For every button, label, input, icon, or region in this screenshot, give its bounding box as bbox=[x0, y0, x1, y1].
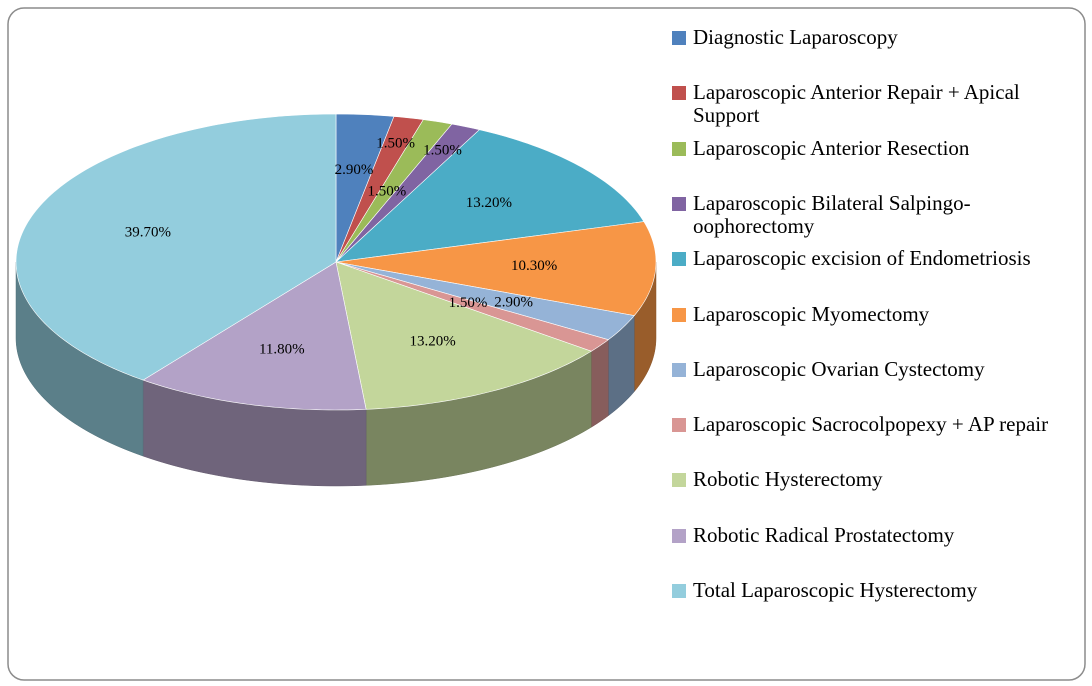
legend-item: Robotic Radical Prostatectomy bbox=[672, 522, 1078, 547]
legend-item: Total Laparoscopic Hysterectomy bbox=[672, 579, 1078, 602]
slice bbox=[335, 221, 657, 316]
data-label: 1.50% bbox=[367, 183, 406, 199]
legend-item: Laparoscopic Anterior Repair + Apical Su… bbox=[672, 81, 1078, 127]
slice bbox=[15, 113, 337, 381]
legend-item: Robotic Hysterectomy bbox=[672, 468, 1078, 491]
data-label: 1.50% bbox=[449, 295, 488, 311]
slice bbox=[335, 123, 481, 263]
data-label: 2.90% bbox=[335, 162, 374, 178]
legend-item: Diagnostic Laparoscopy bbox=[672, 26, 1078, 49]
legend-label: Laparoscopic Myomectomy bbox=[693, 301, 930, 326]
legend-swatch bbox=[672, 528, 686, 543]
legend-swatch bbox=[672, 252, 686, 267]
data-label: 1.50% bbox=[376, 135, 415, 151]
legend-item: Laparoscopic Anterior Resection bbox=[672, 135, 1078, 160]
data-label: 2.90% bbox=[494, 294, 533, 310]
legend-swatch bbox=[672, 196, 686, 211]
legend-label: Laparoscopic Bilateral Salpingo-oophorec… bbox=[693, 190, 971, 238]
data-label: 13.20% bbox=[466, 195, 512, 211]
legend-label: Laparoscopic Anterior Repair + Apical Su… bbox=[693, 80, 1020, 128]
slice bbox=[335, 129, 645, 263]
legend-swatch bbox=[672, 473, 686, 488]
legend-label: Laparoscopic Sacrocolpopexy + AP repair bbox=[693, 412, 1049, 437]
legend-label: Laparoscopic excision of Endometriosis bbox=[693, 246, 1031, 271]
data-label: 11.80% bbox=[259, 342, 305, 358]
legend-label: Total Laparoscopic Hysterectomy bbox=[693, 578, 978, 602]
legend-swatch bbox=[672, 307, 686, 322]
legend-swatch bbox=[672, 31, 686, 45]
legend-label: Laparoscopic Ovarian Cystectomy bbox=[693, 356, 985, 381]
slice bbox=[142, 261, 367, 411]
legend-label: Robotic Radical Prostatectomy bbox=[693, 522, 955, 547]
slice bbox=[335, 119, 453, 263]
legend-swatch bbox=[672, 86, 686, 101]
data-label: 10.30% bbox=[511, 258, 557, 274]
slice bbox=[335, 261, 592, 410]
legend-swatch bbox=[672, 584, 686, 598]
data-label: 13.20% bbox=[410, 334, 456, 350]
slice bbox=[335, 116, 424, 263]
legend-item: Laparoscopic Sacrocolpopexy + AP repair bbox=[672, 413, 1078, 436]
slice bbox=[335, 261, 609, 352]
legend-item: Laparoscopic Bilateral Salpingo-oophorec… bbox=[672, 190, 1078, 238]
legend-item: Laparoscopic excision of Endometriosis bbox=[672, 247, 1078, 270]
legend-label: Laparoscopic Anterior Resection bbox=[693, 135, 970, 160]
data-label: 39.70% bbox=[125, 224, 171, 240]
data-label: 1.50% bbox=[423, 143, 462, 159]
legend-item: Laparoscopic Ovarian Cystectomy bbox=[672, 356, 1078, 381]
legend-item: Laparoscopic Myomectomy bbox=[672, 301, 1078, 326]
slice-side bbox=[591, 339, 609, 428]
legend-swatch bbox=[672, 362, 686, 377]
legend-swatch bbox=[672, 141, 686, 156]
legend-label: Diagnostic Laparoscopy bbox=[693, 25, 898, 49]
legend-label: Robotic Hysterectomy bbox=[693, 467, 883, 492]
legend-swatch bbox=[672, 418, 686, 433]
slice bbox=[335, 261, 635, 341]
